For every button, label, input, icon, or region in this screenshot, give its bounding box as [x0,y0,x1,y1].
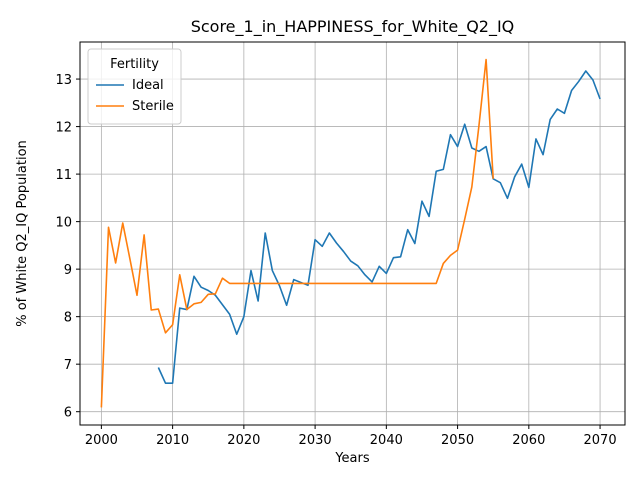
x-tick-label: 2030 [299,433,332,448]
x-tick-label: 2000 [85,433,118,448]
y-tick-label: 6 [64,406,72,421]
x-axis-title: Years [334,451,370,466]
axis-ticks: 2000 2010 2020 2030 2040 2050 2060 2070 6 7 8 9 10 11… [55,73,616,448]
x-tick-label: 2040 [370,433,403,448]
x-tick-label: 2070 [584,433,617,448]
x-tick-label: 2020 [227,433,260,448]
legend-label-ideal: Ideal [132,78,164,93]
plot-frame [79,41,626,426]
y-tick-label: 10 [55,216,72,231]
legend-label-sterile: Sterile [132,99,174,114]
y-tick-label: 12 [55,121,72,136]
grid-lines [80,42,625,425]
legend-items: Ideal Sterile [96,78,174,114]
x-tick-label: 2010 [156,433,189,448]
legend-title: Fertility [110,57,159,72]
y-tick-label: 13 [55,73,72,88]
y-tick-label: 11 [55,168,72,183]
y-tick-label: 7 [64,358,72,373]
x-tick-label: 2050 [441,433,474,448]
chart-title: Score_1_in_HAPPINESS_for_White_Q2_IQ [191,17,515,37]
series-lines [100,58,601,408]
series-line-sterile [100,58,494,408]
y-axis-title: % of White Q2_IQ Population [15,140,30,327]
x-tick-label: 2060 [512,433,545,448]
series-line-ideal [157,70,601,384]
y-tick-label: 8 [64,311,72,326]
y-tick-label: 9 [64,263,72,278]
legend: Fertility Ideal Sterile [87,48,182,125]
